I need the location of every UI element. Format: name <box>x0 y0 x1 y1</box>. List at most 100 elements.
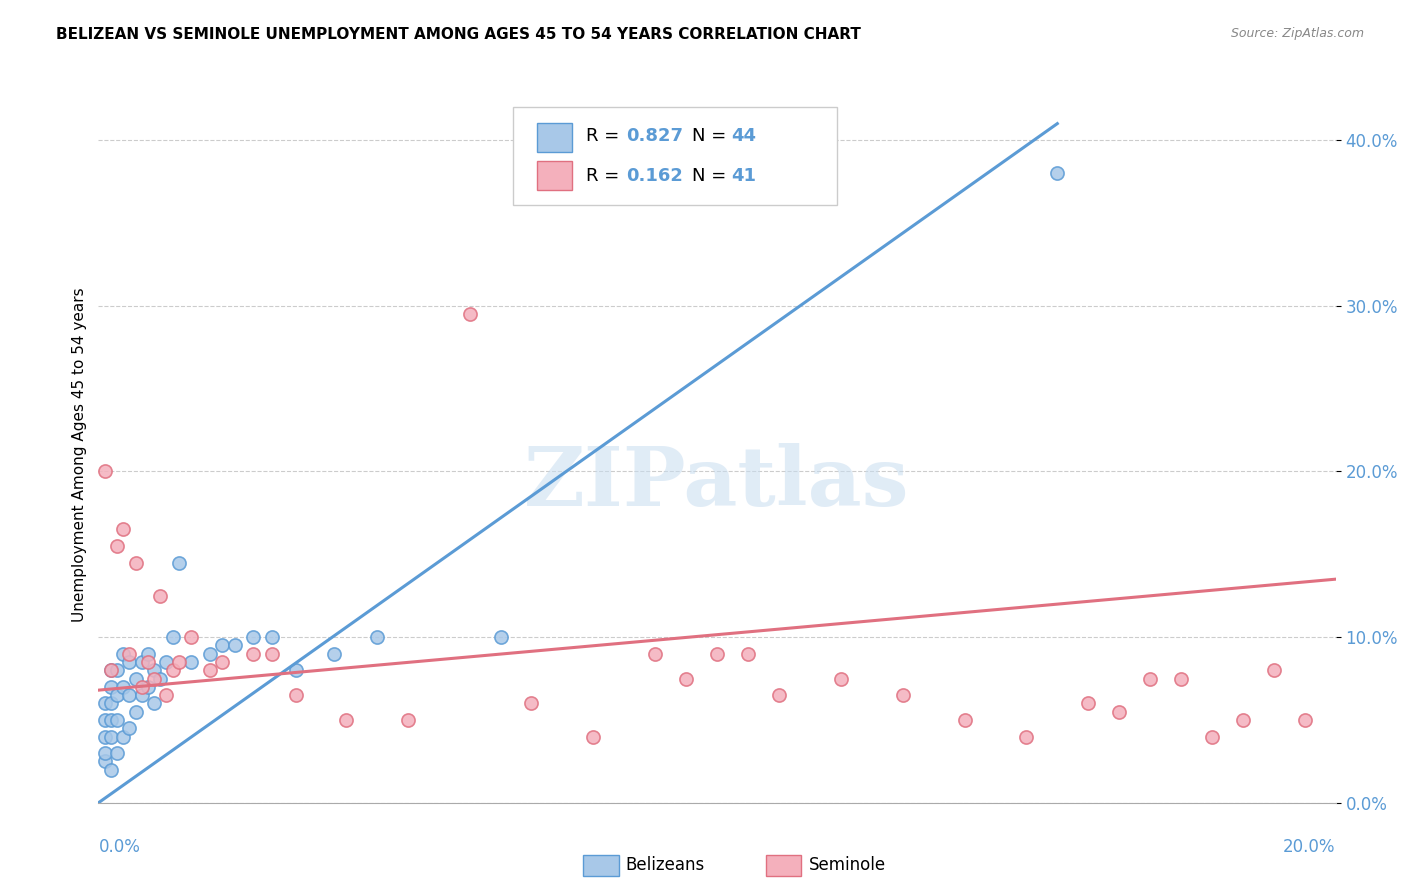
Point <box>112 730 135 744</box>
Point <box>155 688 177 702</box>
Point <box>1170 672 1192 686</box>
Text: R =: R = <box>586 167 626 185</box>
Point <box>644 647 666 661</box>
Point <box>131 655 153 669</box>
Point <box>100 730 122 744</box>
Point <box>100 663 122 677</box>
Point <box>1139 672 1161 686</box>
Text: 41: 41 <box>731 167 756 185</box>
Point <box>112 680 135 694</box>
Point <box>366 630 388 644</box>
Point <box>112 647 135 661</box>
Text: 0.162: 0.162 <box>626 167 682 185</box>
Point <box>582 730 605 744</box>
Point <box>1232 713 1254 727</box>
Point <box>143 672 166 686</box>
Point <box>211 655 233 669</box>
Point <box>167 655 190 669</box>
Point <box>118 721 141 735</box>
Point <box>118 655 141 669</box>
Point <box>93 746 115 760</box>
Point <box>155 655 177 669</box>
Text: N =: N = <box>692 167 731 185</box>
Point <box>260 630 283 644</box>
Point <box>149 589 172 603</box>
Point <box>136 647 159 661</box>
Point <box>100 713 122 727</box>
Point <box>100 763 122 777</box>
Point <box>396 713 419 727</box>
Text: R =: R = <box>586 128 626 145</box>
Point <box>124 705 146 719</box>
Text: 0.827: 0.827 <box>626 128 683 145</box>
Point <box>1263 663 1285 677</box>
Point <box>1046 166 1069 180</box>
Point <box>162 630 184 644</box>
Point <box>1294 713 1316 727</box>
Point <box>768 688 790 702</box>
Text: Belizeans: Belizeans <box>626 856 704 874</box>
Point <box>520 697 543 711</box>
Point <box>489 630 512 644</box>
Point <box>105 539 128 553</box>
Point <box>891 688 914 702</box>
Point <box>830 672 852 686</box>
Point <box>458 307 481 321</box>
Point <box>1108 705 1130 719</box>
Text: 44: 44 <box>731 128 756 145</box>
Text: Source: ZipAtlas.com: Source: ZipAtlas.com <box>1230 27 1364 40</box>
Point <box>136 680 159 694</box>
Point <box>198 647 221 661</box>
Point <box>180 655 202 669</box>
Point <box>242 630 264 644</box>
Point <box>211 639 233 653</box>
Point <box>136 655 159 669</box>
Point <box>143 697 166 711</box>
Text: BELIZEAN VS SEMINOLE UNEMPLOYMENT AMONG AGES 45 TO 54 YEARS CORRELATION CHART: BELIZEAN VS SEMINOLE UNEMPLOYMENT AMONG … <box>56 27 860 42</box>
Point <box>167 556 190 570</box>
Point <box>118 688 141 702</box>
Point <box>93 730 115 744</box>
Point <box>1201 730 1223 744</box>
Point <box>100 697 122 711</box>
Point <box>198 663 221 677</box>
Point <box>675 672 697 686</box>
Point <box>124 672 146 686</box>
Text: 0.0%: 0.0% <box>98 838 141 856</box>
Point <box>162 663 184 677</box>
Point <box>224 639 246 653</box>
Point <box>131 688 153 702</box>
Point <box>112 523 135 537</box>
Point <box>1015 730 1038 744</box>
Point <box>105 746 128 760</box>
Point <box>124 556 146 570</box>
Point <box>93 755 115 769</box>
Point <box>105 688 128 702</box>
Point <box>93 465 115 479</box>
Point <box>180 630 202 644</box>
Point <box>322 647 344 661</box>
Point <box>131 680 153 694</box>
Y-axis label: Unemployment Among Ages 45 to 54 years: Unemployment Among Ages 45 to 54 years <box>72 287 87 623</box>
Point <box>118 647 141 661</box>
Point <box>93 697 115 711</box>
Point <box>1077 697 1099 711</box>
Text: ZIPatlas: ZIPatlas <box>524 442 910 523</box>
Point <box>737 647 759 661</box>
Point <box>335 713 357 727</box>
Point <box>285 663 308 677</box>
Text: Seminole: Seminole <box>808 856 886 874</box>
Point <box>706 647 728 661</box>
Text: 20.0%: 20.0% <box>1284 838 1336 856</box>
Point <box>93 713 115 727</box>
Point <box>105 713 128 727</box>
Point <box>260 647 283 661</box>
Point <box>242 647 264 661</box>
Point <box>105 663 128 677</box>
Point <box>285 688 308 702</box>
Point <box>100 680 122 694</box>
Point <box>100 663 122 677</box>
Text: N =: N = <box>692 128 731 145</box>
Point <box>149 672 172 686</box>
Point <box>143 663 166 677</box>
